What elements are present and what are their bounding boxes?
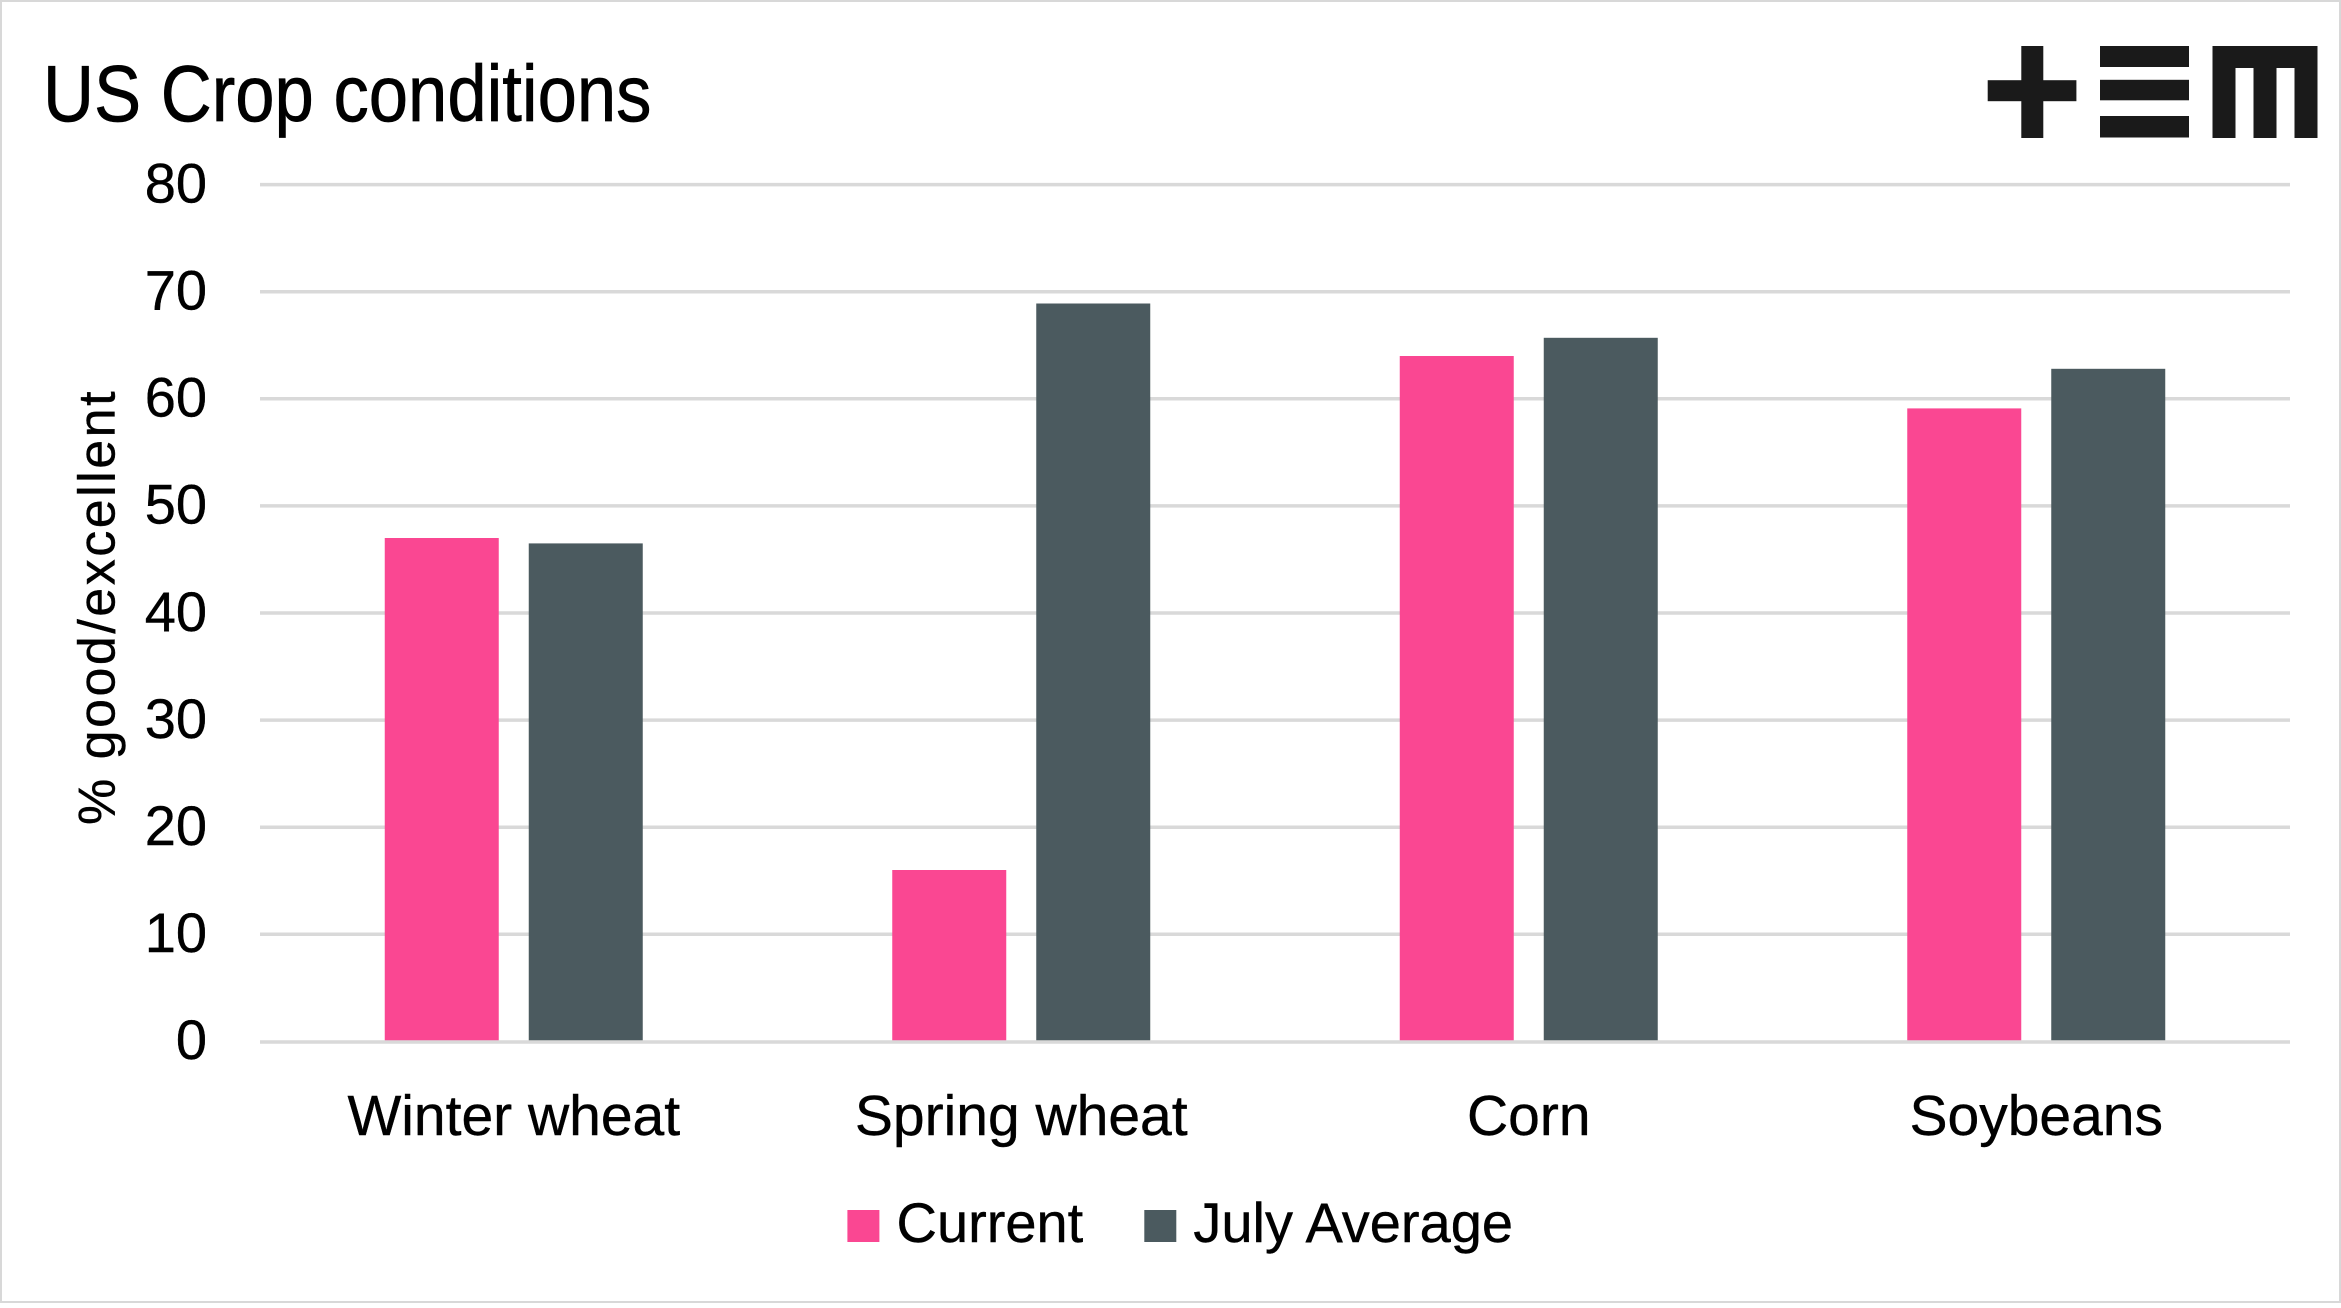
- svg-text:Winter wheat: Winter wheat: [347, 1084, 680, 1148]
- svg-text:10: 10: [145, 901, 207, 964]
- svg-text:Soybeans: Soybeans: [1909, 1084, 2163, 1148]
- svg-text:20: 20: [145, 794, 207, 857]
- svg-text:0: 0: [176, 1008, 207, 1071]
- svg-text:80: 80: [145, 151, 207, 214]
- svg-text:30: 30: [145, 687, 207, 750]
- svg-text:US Crop conditions: US Crop conditions: [43, 49, 651, 138]
- svg-text:Spring wheat: Spring wheat: [855, 1084, 1188, 1148]
- svg-text:40: 40: [145, 580, 207, 643]
- svg-text:70: 70: [145, 259, 207, 322]
- svg-text:50: 50: [145, 473, 207, 536]
- svg-text:60: 60: [145, 366, 207, 429]
- svg-text:% good/excellent: % good/excellent: [69, 389, 127, 825]
- svg-text:July Average: July Average: [1193, 1191, 1513, 1254]
- svg-text:Current: Current: [897, 1191, 1084, 1254]
- svg-text:Corn: Corn: [1467, 1084, 1591, 1148]
